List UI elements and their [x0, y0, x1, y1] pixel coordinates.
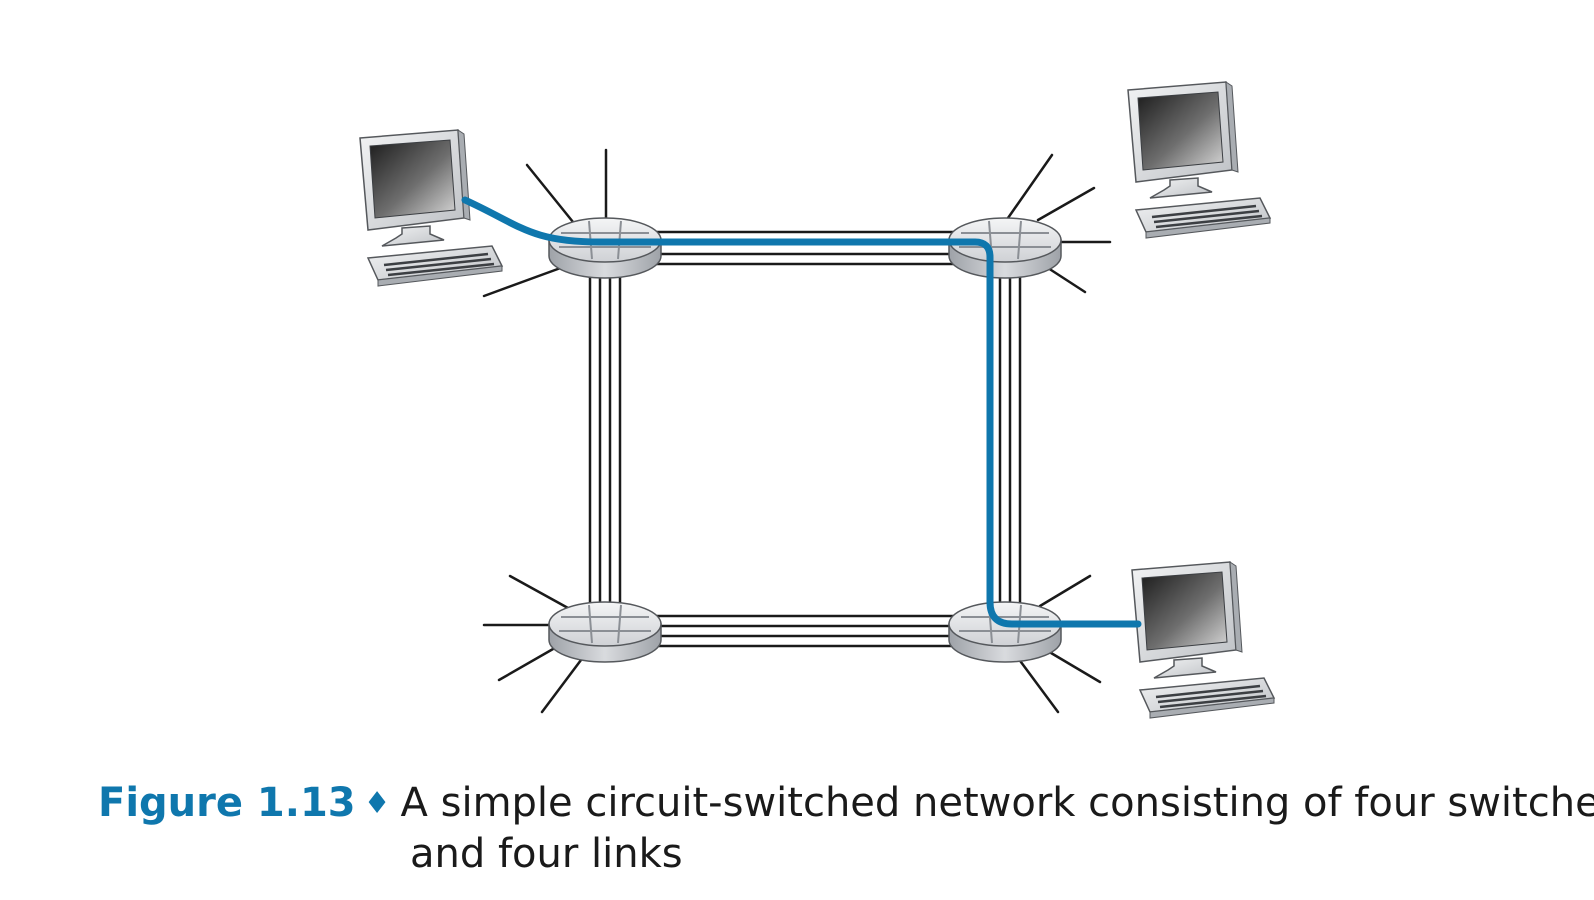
switch-bottom-left [548, 601, 662, 663]
circuit-path [461, 196, 1142, 628]
figure-caption: Figure 1.13 ♦ A simple circuit-switched ne… [98, 778, 1594, 879]
switch-top-left [548, 217, 662, 279]
host-bottom-right [1130, 560, 1276, 720]
figure-label: Figure 1.13 [98, 780, 356, 826]
switch-spokes [482, 148, 1112, 714]
link-right [988, 272, 1022, 610]
caption-separator: ♦ [363, 786, 391, 821]
switch-bottom-right [948, 601, 1062, 663]
switch-top-right [948, 217, 1062, 279]
host-top-right [1126, 80, 1272, 240]
circuit-switched-network-diagram [358, 80, 1276, 720]
caption-text-line1: A simple circuit-switched network consis… [400, 780, 1594, 826]
link-left [588, 272, 622, 610]
link-bottom [650, 614, 960, 648]
caption-text-line2: and four links [410, 831, 683, 877]
link-top [650, 230, 960, 266]
